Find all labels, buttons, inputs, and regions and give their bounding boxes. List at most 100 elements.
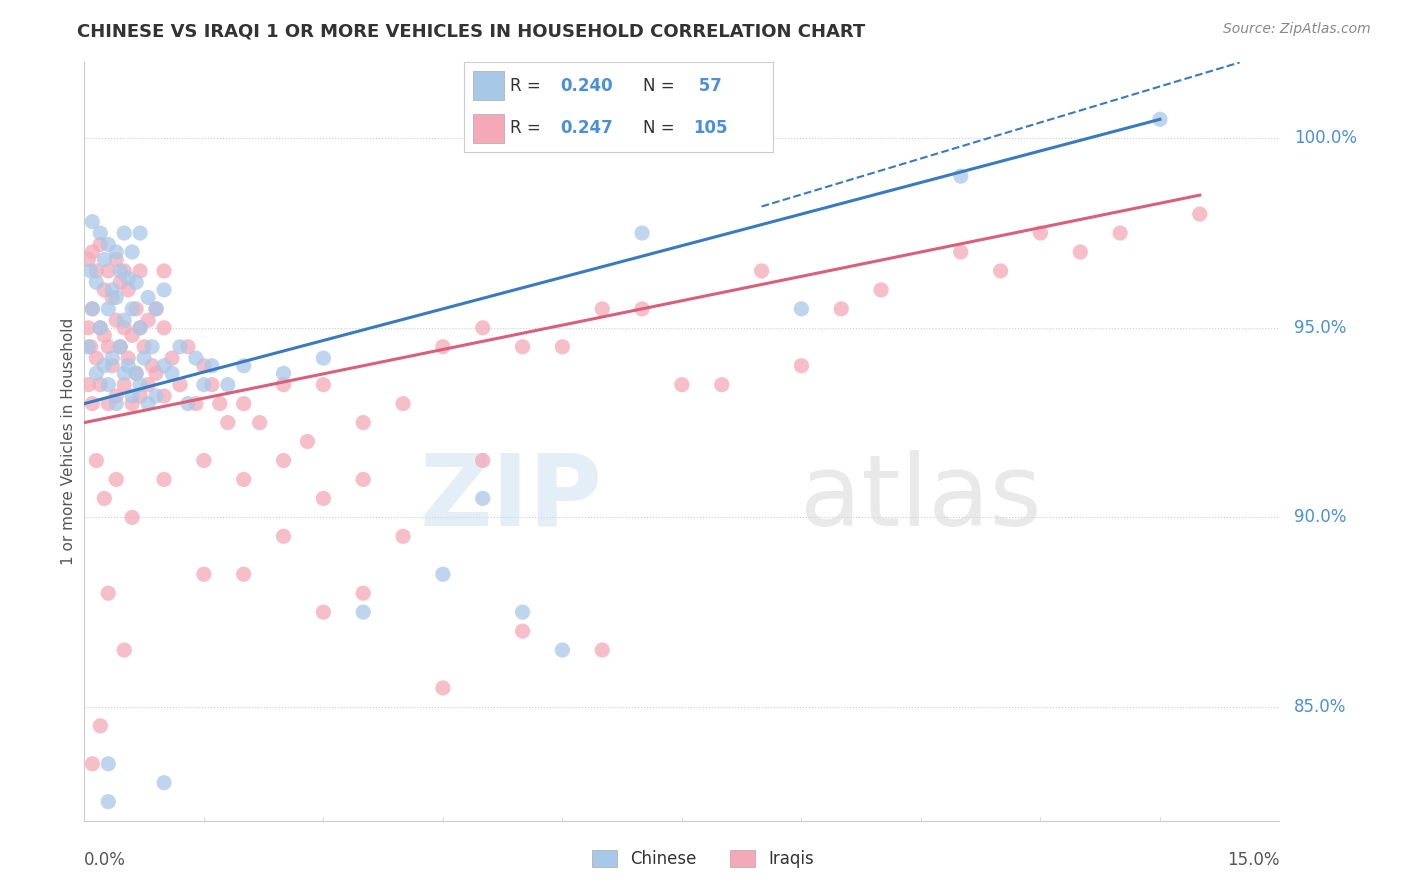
Point <box>990 264 1012 278</box>
Point <box>112 377 135 392</box>
Point <box>153 359 176 373</box>
Point <box>129 389 152 403</box>
Point <box>312 605 335 619</box>
Point <box>129 321 152 335</box>
Point <box>145 301 167 316</box>
Point <box>193 377 215 392</box>
Point <box>551 340 574 354</box>
Point <box>77 321 100 335</box>
Point <box>512 605 534 619</box>
Point <box>136 377 159 392</box>
Point <box>89 321 111 335</box>
Point <box>136 291 159 305</box>
Point <box>93 252 115 267</box>
Point <box>129 321 152 335</box>
Point <box>82 301 104 316</box>
Point <box>208 397 231 411</box>
Point <box>110 276 132 290</box>
Point <box>201 359 224 373</box>
Point <box>432 681 454 695</box>
Point <box>125 276 148 290</box>
Point <box>1029 226 1052 240</box>
Point <box>129 377 152 392</box>
Point <box>121 328 143 343</box>
Point <box>169 340 191 354</box>
Point <box>82 301 104 316</box>
Point <box>89 237 111 252</box>
Legend: Chinese, Iraqis: Chinese, Iraqis <box>585 843 821 875</box>
Text: 0.247: 0.247 <box>560 120 613 137</box>
Point <box>273 377 295 392</box>
Point <box>232 397 254 411</box>
Point <box>97 377 120 392</box>
Point <box>184 397 207 411</box>
Point <box>97 237 120 252</box>
Point <box>80 264 103 278</box>
Text: 0.240: 0.240 <box>560 77 613 95</box>
Point <box>249 416 271 430</box>
Point <box>77 252 100 267</box>
Text: 57: 57 <box>693 77 721 95</box>
Point <box>141 359 163 373</box>
Point <box>82 245 104 260</box>
Point <box>273 529 295 543</box>
Point <box>153 283 176 297</box>
Point <box>110 264 132 278</box>
Text: ZIP: ZIP <box>419 450 602 547</box>
Point <box>145 389 167 403</box>
Point <box>392 529 415 543</box>
Point <box>105 389 128 403</box>
Point <box>112 226 135 240</box>
Point <box>352 473 374 487</box>
Point <box>352 586 374 600</box>
Point <box>1188 207 1211 221</box>
Text: CHINESE VS IRAQI 1 OR MORE VEHICLES IN HOUSEHOLD CORRELATION CHART: CHINESE VS IRAQI 1 OR MORE VEHICLES IN H… <box>77 22 866 40</box>
Point <box>160 351 183 366</box>
Point <box>132 340 156 354</box>
Y-axis label: 1 or more Vehicles in Household: 1 or more Vehicles in Household <box>60 318 76 566</box>
Point <box>110 340 132 354</box>
Point <box>97 756 120 771</box>
Text: R =: R = <box>510 77 547 95</box>
Point <box>217 416 239 430</box>
Point <box>105 473 128 487</box>
Point <box>112 367 135 381</box>
Point <box>93 491 115 506</box>
Point <box>671 377 693 392</box>
Point <box>97 586 120 600</box>
Text: N =: N = <box>644 77 681 95</box>
Point <box>112 264 135 278</box>
Point <box>591 643 613 657</box>
Point <box>184 351 207 366</box>
Point <box>112 643 135 657</box>
Point <box>193 453 215 467</box>
Point <box>232 359 254 373</box>
Point <box>89 226 111 240</box>
Point <box>112 321 135 335</box>
Point <box>97 397 120 411</box>
Point <box>790 301 813 316</box>
Text: Source: ZipAtlas.com: Source: ZipAtlas.com <box>1223 22 1371 37</box>
Point <box>232 473 254 487</box>
Point <box>77 340 100 354</box>
Text: R =: R = <box>510 120 547 137</box>
Point <box>93 359 115 373</box>
Text: 105: 105 <box>693 120 727 137</box>
Point <box>153 321 176 335</box>
Point <box>93 328 115 343</box>
Point <box>512 340 534 354</box>
Point <box>117 359 139 373</box>
Point <box>830 301 852 316</box>
Point <box>169 377 191 392</box>
Point <box>141 340 163 354</box>
Point <box>80 340 103 354</box>
Point <box>89 377 111 392</box>
Point <box>471 453 494 467</box>
Point <box>125 301 148 316</box>
Point <box>352 416 374 430</box>
Point <box>117 283 139 297</box>
Point <box>101 359 124 373</box>
Point <box>790 359 813 373</box>
Point <box>105 291 128 305</box>
Point <box>551 643 574 657</box>
